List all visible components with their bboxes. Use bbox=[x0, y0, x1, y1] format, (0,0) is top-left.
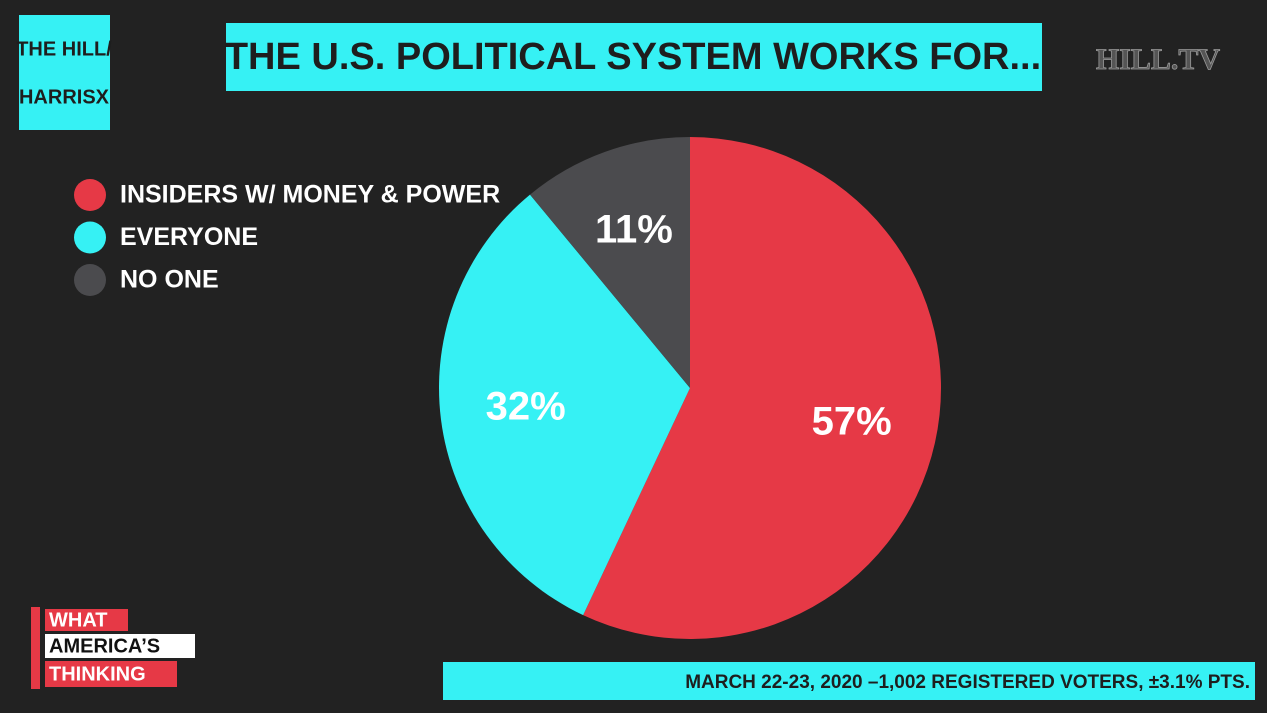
logo-text: THE HILL/ bbox=[16, 38, 112, 60]
footer: MARCH 22-23, 2020 –1,002 REGISTERED VOTE… bbox=[685, 672, 1250, 693]
watermark: HILL.TV bbox=[1096, 43, 1221, 76]
pie-slice bbox=[530, 137, 690, 388]
title-box bbox=[226, 23, 1042, 91]
pie-slice bbox=[583, 137, 941, 639]
brand-text: AMERICA’S bbox=[49, 635, 160, 657]
value-label: 32% bbox=[486, 384, 566, 428]
value-label: 11% bbox=[595, 208, 673, 252]
legend-label: INSIDERS W/ MONEY & POWER bbox=[120, 181, 500, 209]
legend-marker bbox=[74, 221, 106, 254]
brand-box bbox=[45, 661, 177, 687]
logo-box bbox=[19, 15, 110, 130]
legend-label: EVERYONE bbox=[120, 223, 258, 251]
brand-text: WHAT bbox=[49, 609, 108, 631]
brand-box bbox=[45, 609, 128, 631]
pie-slice bbox=[439, 194, 690, 616]
brand-bar bbox=[31, 607, 40, 689]
brand-text: THINKING bbox=[49, 663, 146, 685]
chart-title: THE U.S. POLITICAL SYSTEM WORKS FOR... bbox=[225, 36, 1041, 78]
legend-marker bbox=[74, 179, 106, 211]
legend-label: NO ONE bbox=[120, 266, 219, 294]
legend-marker bbox=[74, 264, 106, 296]
footer-box bbox=[443, 662, 1255, 700]
logo-text: HARRISX bbox=[19, 86, 110, 108]
brand-box bbox=[45, 634, 195, 658]
value-label: 57% bbox=[812, 400, 892, 444]
